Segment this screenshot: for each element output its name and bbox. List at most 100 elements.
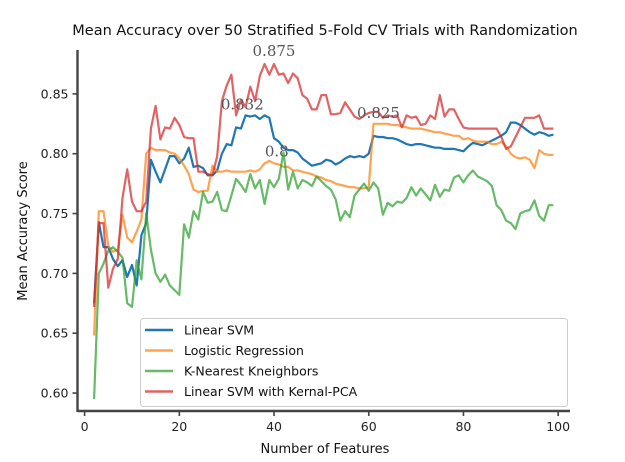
data-point	[202, 167, 204, 169]
data-point	[207, 173, 209, 175]
data-point	[126, 276, 128, 278]
legend-label: Linear SVM with Kernal-PCA	[184, 384, 358, 399]
data-point	[500, 136, 502, 138]
data-point	[297, 187, 299, 189]
data-point	[387, 123, 389, 125]
data-point	[159, 138, 161, 140]
data-point	[316, 108, 318, 110]
data-point	[472, 140, 474, 142]
data-point	[297, 77, 299, 79]
data-point	[538, 114, 540, 116]
data-point	[434, 184, 436, 186]
data-point	[188, 147, 190, 149]
data-point	[193, 137, 195, 139]
data-point	[230, 144, 232, 146]
data-point	[344, 185, 346, 187]
series-line-linear-svm-with-kernal-pca	[93, 62, 554, 307]
data-point	[240, 128, 242, 130]
data-point	[202, 191, 204, 193]
data-point	[273, 162, 275, 164]
data-point	[150, 128, 152, 130]
data-point	[415, 143, 417, 145]
data-point	[420, 187, 422, 189]
data-point	[335, 183, 337, 185]
legend-item: K-Nearest Kneighbors	[145, 364, 318, 379]
data-point	[183, 136, 185, 138]
data-point	[481, 141, 483, 143]
data-point	[245, 191, 247, 193]
data-point	[458, 174, 460, 176]
data-point	[425, 123, 427, 125]
data-point	[240, 171, 242, 173]
data-point	[155, 105, 157, 107]
data-point	[444, 148, 446, 150]
data-point	[240, 184, 242, 186]
data-point	[292, 171, 294, 173]
series-linear-svm	[93, 114, 554, 304]
data-point	[377, 187, 379, 189]
data-point	[249, 173, 251, 175]
x-tick-label: 100	[546, 419, 570, 434]
data-point	[259, 168, 261, 170]
data-point	[410, 144, 412, 146]
data-point	[406, 143, 408, 145]
data-point	[193, 210, 195, 212]
data-point	[325, 94, 327, 96]
data-point	[145, 201, 147, 203]
data-point	[538, 131, 540, 133]
data-point	[358, 155, 360, 157]
data-point	[420, 128, 422, 130]
data-point	[519, 158, 521, 160]
y-tick-label: 0.70	[41, 266, 69, 281]
data-point	[444, 189, 446, 191]
data-point	[164, 168, 166, 170]
data-point	[254, 171, 256, 173]
y-axis-label: Mean Accuracy Score	[16, 161, 31, 300]
data-point	[529, 209, 531, 211]
data-point	[254, 187, 256, 189]
data-point	[273, 186, 275, 188]
data-point	[467, 128, 469, 130]
data-point	[439, 147, 441, 149]
data-point	[301, 171, 303, 173]
data-point	[344, 158, 346, 160]
data-point	[439, 131, 441, 133]
data-point	[496, 137, 498, 139]
data-point	[145, 213, 147, 215]
data-point	[150, 249, 152, 251]
data-point	[235, 114, 237, 116]
data-point	[226, 143, 228, 145]
data-point	[306, 161, 308, 163]
data-point	[368, 190, 370, 192]
data-point	[391, 137, 393, 139]
data-point	[410, 186, 412, 188]
data-point	[510, 153, 512, 155]
data-point	[462, 181, 464, 183]
data-point	[122, 257, 124, 259]
data-point	[259, 118, 261, 120]
data-point	[382, 136, 384, 138]
data-point	[515, 122, 517, 124]
data-point	[510, 146, 512, 148]
data-point	[491, 128, 493, 130]
data-point	[410, 128, 412, 130]
data-point	[164, 149, 166, 151]
data-point	[477, 128, 479, 130]
data-point	[174, 289, 176, 291]
data-point	[183, 158, 185, 160]
data-point	[491, 143, 493, 145]
data-point	[462, 138, 464, 140]
series-line-k-nearest-kneighbors	[93, 151, 554, 400]
data-point	[448, 134, 450, 136]
data-point	[415, 195, 417, 197]
data-point	[519, 213, 521, 215]
plot-area	[93, 62, 554, 400]
data-point	[382, 214, 384, 216]
data-point	[264, 203, 266, 205]
data-point	[335, 113, 337, 115]
data-point	[107, 250, 109, 252]
data-point	[268, 74, 270, 76]
data-point	[458, 118, 460, 120]
data-point	[197, 191, 199, 193]
data-point	[131, 264, 133, 266]
